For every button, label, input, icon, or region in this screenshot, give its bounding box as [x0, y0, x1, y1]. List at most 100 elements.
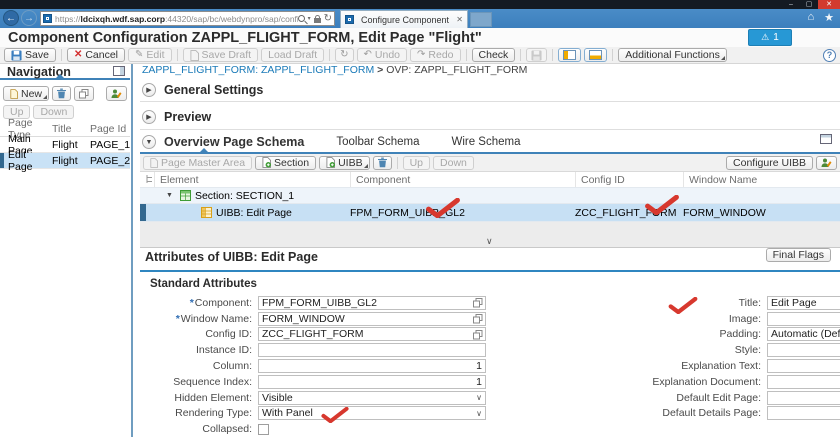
instance-id-input[interactable]: [258, 343, 486, 358]
horizontal-splitter[interactable]: ∨: [140, 222, 840, 248]
tab-close-icon[interactable]: ✕: [456, 15, 463, 24]
value-help-icon[interactable]: [473, 298, 483, 308]
window-name-input[interactable]: FORM_WINDOW: [258, 311, 486, 326]
page-icon: [150, 157, 158, 168]
search-icon[interactable]: [297, 15, 305, 22]
save-button[interactable]: Save: [4, 48, 56, 62]
address-bar[interactable]: https://ldcixqh.wdf.sap.corp:44320/sap/b…: [40, 11, 335, 26]
title-input[interactable]: Edit Page: [767, 295, 840, 310]
back-button[interactable]: ←: [3, 10, 19, 26]
minimize-button[interactable]: –: [789, 1, 793, 8]
site-favicon: [43, 14, 52, 23]
final-flags-button[interactable]: Final Flags: [765, 248, 831, 262]
new-page-icon: [10, 88, 18, 99]
general-settings-panel: ▶ General Settings: [140, 78, 840, 102]
configure-uibb-button[interactable]: Configure UIBB: [726, 155, 813, 170]
schema-up-button[interactable]: Up: [402, 155, 431, 170]
redo-button[interactable]: ↷ Redo: [410, 48, 461, 62]
new-page-button[interactable]: New: [3, 86, 50, 101]
browser-tab[interactable]: Configure Component ✕: [340, 10, 468, 28]
nav-table-header: Page Type Title Page Id: [0, 117, 130, 141]
schema-table-header: Element Component Config ID Window Name: [140, 172, 840, 188]
edit-button[interactable]: ✎ Edit: [128, 48, 172, 62]
field-padding: Padding: Automatic (Default)∨: [635, 327, 840, 343]
navigation-updown-toolbar: Up Down: [3, 104, 127, 119]
copy-page-button[interactable]: [74, 86, 95, 101]
field-component: *Component: FPM_FORM_UIBB_GL2: [140, 295, 492, 311]
hidden-element-select[interactable]: Visible ∨: [258, 390, 486, 405]
attributes-left-column: *Component: FPM_FORM_UIBB_GL2 *Window Na…: [140, 295, 492, 437]
page-master-area-button[interactable]: Page Master Area: [143, 155, 253, 170]
nav-up-button[interactable]: Up: [3, 104, 31, 119]
tab-wire-schema[interactable]: Wire Schema: [451, 136, 521, 148]
explanation-text-input[interactable]: [767, 359, 840, 374]
check-button[interactable]: Check: [471, 48, 516, 62]
expand-section-icon[interactable]: [820, 134, 832, 144]
home-icon[interactable]: ⌂: [807, 11, 815, 23]
draft-page-icon: [189, 49, 199, 61]
save-variant-button[interactable]: [526, 48, 548, 62]
rendering-type-select[interactable]: With Panel ∨: [258, 406, 486, 421]
add-section-button[interactable]: Section: [255, 155, 317, 170]
schema-down-button[interactable]: Down: [433, 155, 474, 170]
delete-page-button[interactable]: [52, 86, 72, 101]
schema-row-section[interactable]: ▼ Section: SECTION_1: [140, 188, 840, 204]
undo-button[interactable]: ↶ Undo: [356, 48, 408, 62]
tree-expand-icon[interactable]: ▼: [166, 192, 173, 199]
value-help-icon[interactable]: [473, 329, 483, 340]
help-button[interactable]: ?: [823, 48, 836, 62]
close-button[interactable]: ✕: [818, 0, 840, 9]
padding-select[interactable]: Automatic (Default)∨: [767, 327, 840, 342]
additional-functions-button[interactable]: Additional Functions: [618, 48, 727, 62]
delete-element-button[interactable]: [372, 155, 392, 170]
component-input[interactable]: FPM_FORM_UIBB_GL2: [258, 295, 486, 310]
pencil-icon: ✎: [135, 49, 144, 60]
nav-row-edit-page[interactable]: Edit Page Flight PAGE_2: [0, 149, 130, 173]
navigation-header: Navigation: [0, 64, 130, 80]
personalize-button[interactable]: [106, 86, 127, 101]
hierarchy-icon: [146, 175, 152, 183]
col-page-id: Page Id: [90, 123, 127, 135]
schema-row-uibb[interactable]: UIBB: Edit Page FPM_FORM_UIBB_GL2 ZCC_FL…: [140, 204, 840, 222]
refresh-icon[interactable]: ↻: [323, 13, 332, 24]
cancel-button[interactable]: ✕ Cancel: [66, 48, 126, 62]
field-hidden-element: Hidden Element: Visible ∨: [140, 390, 492, 406]
toggle-bottom-panel-button[interactable]: [584, 48, 608, 62]
page-title: Component Configuration ZAPPL_FLIGHT_FOR…: [8, 30, 482, 46]
tab-overview-page-schema[interactable]: Overview Page Schema: [164, 135, 305, 149]
expand-general-settings-button[interactable]: ▶: [142, 82, 156, 97]
collapse-schema-button[interactable]: ▼: [142, 135, 156, 149]
default-details-page-input[interactable]: [767, 406, 840, 421]
default-edit-page-input[interactable]: [767, 390, 840, 405]
refresh-button[interactable]: ↻: [335, 48, 354, 62]
nav-row-main-page[interactable]: Main Page Flight PAGE_1: [0, 133, 130, 157]
style-input[interactable]: [767, 343, 840, 358]
expand-preview-button[interactable]: ▶: [142, 109, 156, 124]
tab-toolbar-schema[interactable]: Toolbar Schema: [336, 136, 420, 148]
chevron-down-icon[interactable]: ▾: [307, 16, 311, 22]
splitter-collapse-icon[interactable]: ∨: [486, 236, 493, 246]
sequence-index-input[interactable]: 1: [258, 374, 486, 389]
collapsed-checkbox[interactable]: [258, 423, 269, 435]
forward-button[interactable]: →: [21, 10, 37, 26]
column-input[interactable]: 1: [258, 359, 486, 374]
save-draft-button[interactable]: Save Draft: [182, 48, 259, 62]
value-help-icon[interactable]: [473, 314, 483, 324]
schema-personalize-button[interactable]: [816, 155, 837, 170]
maximize-button[interactable]: ▢: [805, 1, 813, 8]
dock-panel-icon[interactable]: [113, 66, 125, 76]
breadcrumb-link[interactable]: ZAPPL_FLIGHT_FORM: ZAPPL_FLIGHT_FORM: [142, 64, 375, 76]
load-draft-button[interactable]: Load Draft: [261, 48, 325, 62]
message-badge[interactable]: ⚠ 1: [748, 29, 792, 46]
image-input[interactable]: [767, 311, 840, 326]
toggle-left-panel-button[interactable]: [558, 48, 582, 62]
new-tab-button[interactable]: [470, 12, 492, 27]
config-id-input[interactable]: ZCC_FLIGHT_FORM: [258, 327, 486, 342]
add-uibb-button[interactable]: UIBB: [319, 155, 370, 170]
nav-down-button[interactable]: Down: [33, 104, 75, 119]
redo-icon: ↷: [417, 49, 426, 60]
favorites-star-icon[interactable]: ★: [824, 12, 834, 24]
explanation-document-input[interactable]: [767, 374, 840, 389]
vertical-splitter[interactable]: [131, 64, 133, 437]
annotation-check-icon: [426, 198, 460, 218]
